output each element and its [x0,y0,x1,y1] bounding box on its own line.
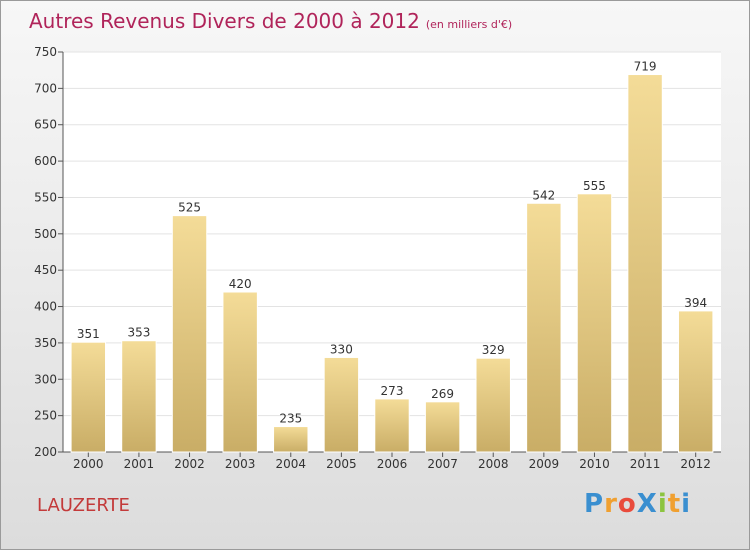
x-tick-label: 2005 [326,457,357,471]
bar [70,341,107,453]
y-tick-label: 400 [34,300,57,314]
bar [323,356,360,453]
bar [526,202,562,453]
x-tick-label: 2011 [630,457,661,471]
logo-letter: i [681,489,692,519]
bar [374,398,410,453]
bar-value-label: 542 [532,188,555,202]
bar [424,401,461,453]
bar-layer [70,74,714,453]
bar-value-label: 329 [482,343,505,357]
location-label: LAUZERTE [37,495,130,516]
y-tick-label: 500 [34,227,57,241]
x-tick-label: 2006 [377,457,408,471]
y-tick-label: 300 [34,372,57,386]
proxiti-logo: ProXiti [584,489,691,519]
x-tick-label: 2002 [174,457,205,471]
bar-value-label: 394 [684,296,707,310]
x-tick-label: 2010 [579,457,610,471]
bar [121,340,157,453]
bar-value-label: 525 [178,201,201,215]
x-tick-label: 2008 [478,457,509,471]
bar [576,193,613,453]
x-tick-label: 2004 [275,457,306,471]
logo-letter: r [604,489,618,519]
bar-value-label: 273 [381,384,404,398]
bar-value-label: 235 [279,412,302,426]
bar-value-label: 351 [77,327,100,341]
y-tick-label: 700 [34,81,57,95]
x-tick-label: 2000 [73,457,104,471]
y-tick-label: 600 [34,154,57,168]
title-text: Autres Revenus Divers de 2000 à 2012 [29,9,420,33]
x-tick-label: 2001 [124,457,155,471]
x-tick-label: 2009 [529,457,560,471]
bar-value-label: 719 [634,60,657,74]
bar [222,291,258,453]
y-tick-label: 250 [34,409,57,423]
bar [677,310,714,453]
axis-layer: 200 250 300 350 400 450 500 550 600 650 700 750 2000… [34,45,721,471]
logo-letter: i [657,489,668,519]
bar-value-label: 420 [229,277,252,291]
bar [627,74,663,453]
x-tick-label: 2003 [225,457,256,471]
bar-value-label: 269 [431,387,454,401]
bar-value-label: 555 [583,179,606,193]
logo-letter: o [617,489,637,519]
bar-value-label: 330 [330,342,353,356]
y-tick-label: 350 [34,336,57,350]
bar [475,357,511,453]
chart-title: Autres Revenus Divers de 2000 à 2012 (en … [29,9,512,33]
logo-letter: t [667,489,682,519]
logo-letter: X [636,489,658,519]
y-tick-label: 450 [34,263,57,277]
bar-value-label: 353 [127,326,150,340]
x-tick-label: 2012 [680,457,711,471]
x-tick-label: 2007 [427,457,458,471]
y-tick-label: 200 [34,445,57,459]
chart-subtitle: (en milliers d'€) [425,18,513,31]
y-tick-label: 750 [34,45,57,59]
logo-letter: P [584,489,605,519]
y-tick-label: 550 [34,190,57,204]
y-tick-label: 650 [34,118,57,132]
bar [273,426,309,453]
label-layer: 351 353 525 420 235 330 273 269 329 542 555 719 394 [77,60,707,426]
bar [171,215,208,453]
